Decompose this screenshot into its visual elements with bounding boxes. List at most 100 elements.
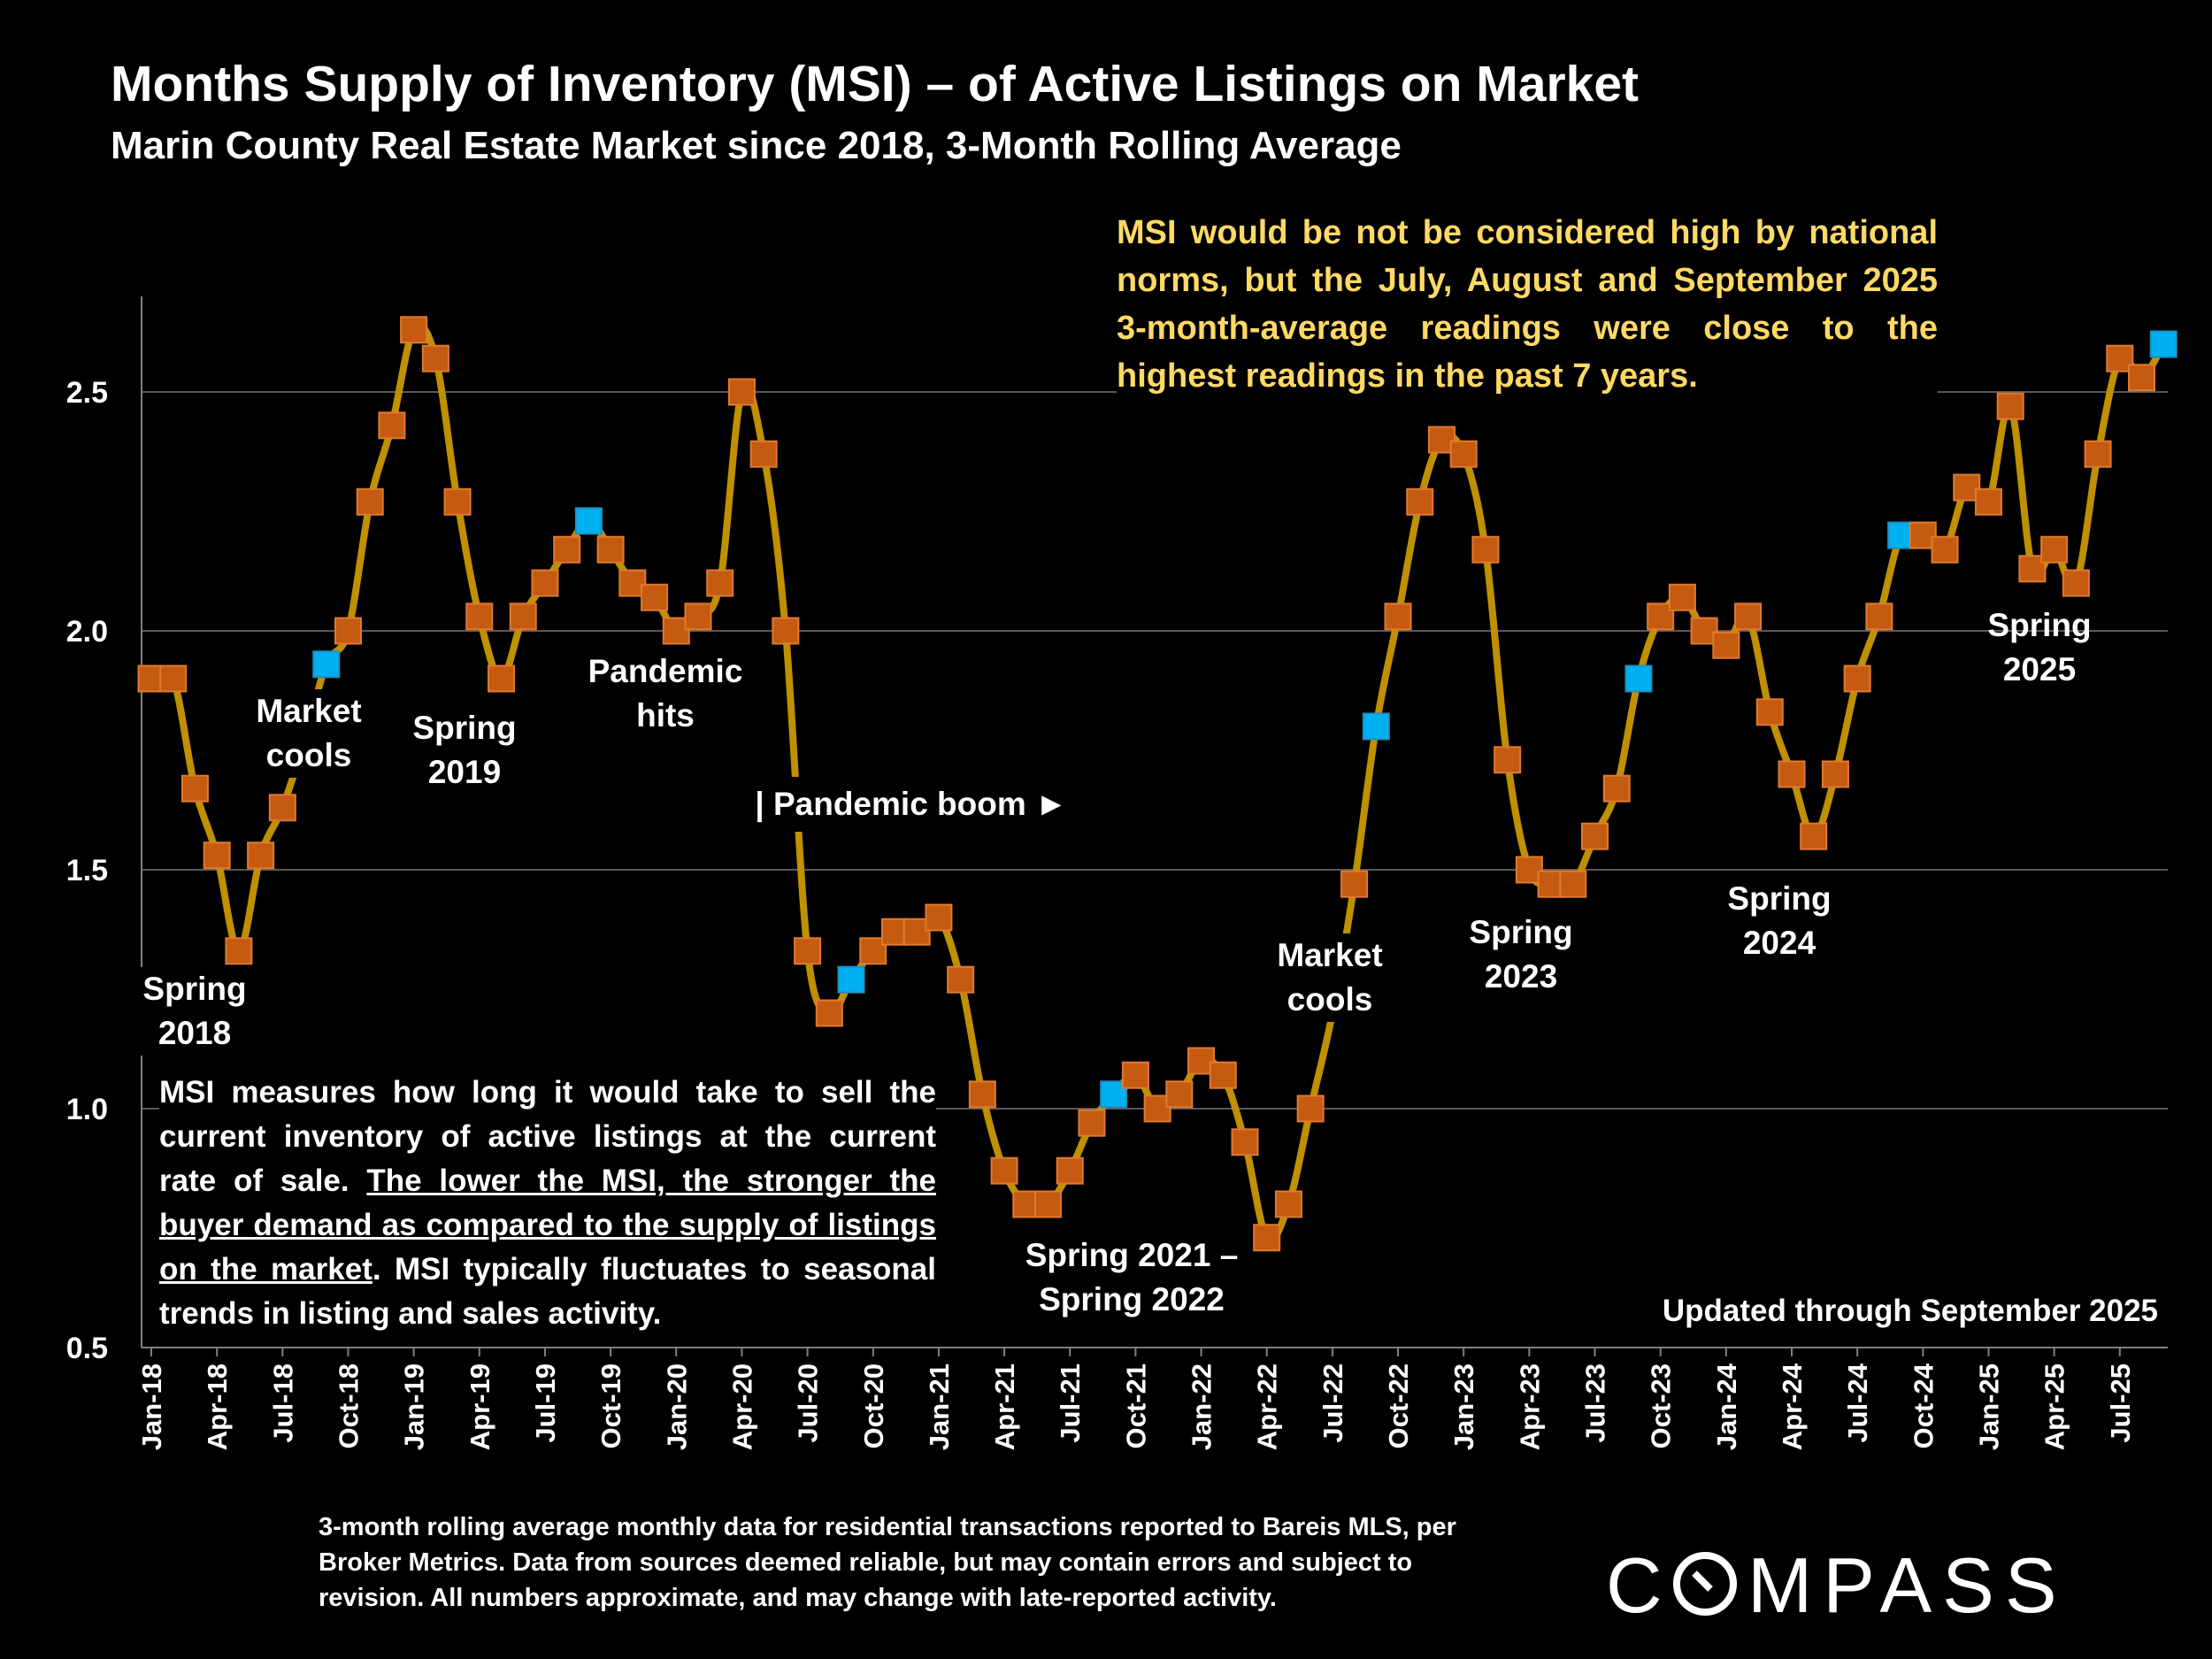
compass-logo: C MPASS: [1606, 1540, 2066, 1647]
data-point: [203, 841, 231, 870]
data-point: [1078, 1109, 1106, 1137]
data-point: [443, 488, 472, 516]
x-tick-label: Jan-23: [1448, 1363, 1479, 1450]
data-point: [1800, 822, 1828, 850]
footnote: 3-month rolling average monthly data for…: [319, 1513, 1456, 1612]
data-point: [706, 569, 734, 597]
data-point: [990, 1156, 1018, 1185]
annotation-pandemic-hits: Pandemic hits: [584, 649, 747, 738]
data-point: [2062, 569, 2090, 597]
x-tick-label: Jan-18: [136, 1363, 167, 1450]
chart-title: Months Supply of Inventory (MSI) – of Ac…: [111, 56, 1640, 112]
x-tick-label: Jul-24: [1842, 1363, 1873, 1442]
data-point: [1668, 583, 1696, 611]
data-point: [1274, 1190, 1302, 1218]
updated-note: Updated through September 2025: [1662, 1294, 2158, 1328]
svg-text:MPASS: MPASS: [1747, 1541, 2066, 1628]
y-tick-label: 2.5: [66, 376, 108, 410]
data-point: [1471, 535, 1500, 564]
x-tick-label: Jul-22: [1317, 1363, 1348, 1443]
data-point: [531, 569, 559, 597]
note-line: norms, but the July, August and Septembe…: [1117, 262, 1938, 299]
data-point: [925, 903, 953, 932]
data-point: [356, 488, 384, 516]
data-point: [378, 411, 406, 440]
september-data-point: [1624, 664, 1653, 693]
data-point: [641, 583, 669, 611]
note-msi-definition: MSI measures how long it would take to s…: [159, 1071, 936, 1336]
data-point: [1165, 1080, 1194, 1109]
september-data-point: [312, 650, 341, 679]
x-tick-label: Apr-24: [1777, 1363, 1808, 1450]
note-msi-national-norms: MSI would be not be considered high by n…: [1117, 209, 1938, 400]
x-tick-label: Jan-24: [1711, 1363, 1742, 1450]
x-tick-label: Apr-20: [726, 1363, 757, 1450]
x-tick-label: Jul-25: [2105, 1363, 2136, 1443]
data-point: [1494, 746, 1522, 774]
data-point: [1231, 1128, 1259, 1156]
data-point: [1121, 1061, 1149, 1089]
data-point: [684, 603, 712, 631]
data-point: [1755, 698, 1784, 726]
x-tick-label: Jul-21: [1055, 1363, 1086, 1443]
note-line: highest readings in the past 7 years.: [1117, 357, 1698, 395]
data-point: [596, 535, 625, 564]
data-point: [749, 440, 778, 468]
y-tick-label: 2.0: [66, 615, 108, 649]
september-data-point: [574, 507, 603, 535]
data-point: [1406, 488, 1434, 516]
svg-text:C: C: [1606, 1541, 1673, 1628]
data-point: [1821, 760, 1849, 788]
annotation-market-cools-2018: Market cools: [252, 689, 365, 778]
annotation-spring-2019: Spring 2019: [409, 706, 520, 795]
data-point: [334, 617, 362, 645]
x-tick-label: Apr-19: [465, 1363, 495, 1450]
data-point: [225, 937, 253, 965]
data-point: [1778, 760, 1806, 788]
x-tick-label: Jan-21: [924, 1363, 955, 1450]
data-point: [1974, 488, 2002, 516]
data-point: [1602, 774, 1631, 803]
data-point: [1865, 603, 1893, 631]
x-tick-label: Jul-23: [1580, 1363, 1611, 1443]
x-tick-label: Jan-22: [1187, 1363, 1217, 1450]
annotation-pandemic-boom: | Pandemic boom ►: [751, 777, 1071, 832]
x-tick-label: Jul-18: [267, 1363, 298, 1443]
data-point: [1449, 440, 1478, 468]
annotation-spring-2021-2022: Spring 2021 – Spring 2022: [1021, 1233, 1242, 1322]
data-point: [1034, 1190, 1063, 1218]
data-point: [2106, 344, 2134, 373]
x-tick-label: Oct-19: [595, 1363, 626, 1448]
data-point: [421, 344, 449, 373]
data-point: [1559, 870, 1587, 898]
september-data-point: [837, 965, 865, 994]
september-data-point: [2149, 330, 2177, 358]
x-tick-label: Jan-20: [661, 1363, 692, 1450]
chart-subtitle: Marin County Real Estate Market since 20…: [111, 124, 1402, 167]
data-point: [1996, 392, 2024, 420]
annotation-market-cools-2022: Market cools: [1273, 933, 1386, 1022]
data-point: [465, 603, 494, 631]
x-tick-label: Jan-25: [1973, 1363, 2004, 1450]
data-point: [400, 316, 428, 344]
y-tick-label: 0.5: [66, 1332, 108, 1365]
data-point: [1843, 664, 1871, 693]
data-point: [1056, 1156, 1084, 1185]
data-point: [2084, 440, 2112, 468]
annotation-spring-2025: Spring 2025: [1987, 607, 2092, 687]
data-point: [772, 617, 800, 645]
note-line: 3-month-average readings were close to t…: [1117, 310, 1938, 347]
data-point: [247, 841, 275, 870]
x-tick-label: Jul-19: [530, 1363, 561, 1443]
x-tick-label: Oct-22: [1383, 1363, 1414, 1448]
data-point: [1340, 870, 1369, 898]
data-point: [1384, 603, 1412, 631]
september-data-point: [1362, 712, 1390, 741]
data-point: [1581, 822, 1609, 850]
data-point: [968, 1080, 996, 1109]
note-line: MSI would be not be considered high by n…: [1117, 214, 1938, 251]
data-point: [268, 794, 296, 822]
data-point: [1253, 1224, 1281, 1252]
data-point: [2040, 535, 2069, 564]
